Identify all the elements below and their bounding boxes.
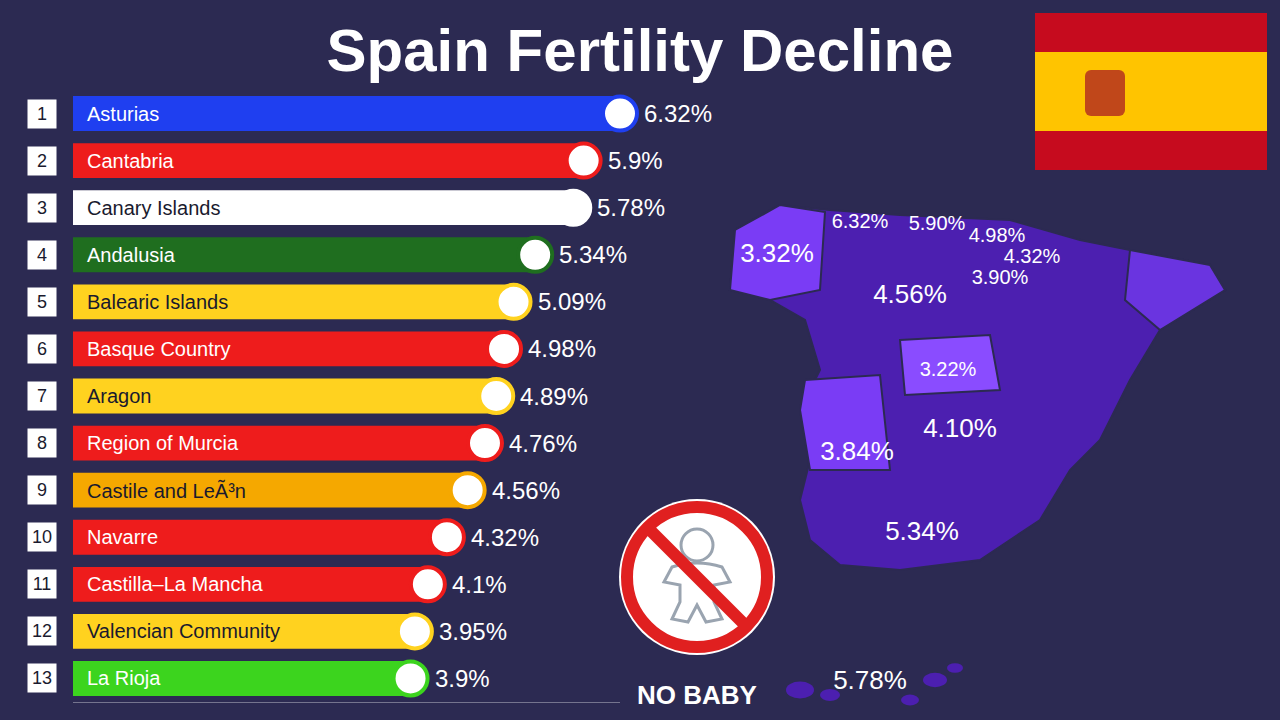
svg-text:NO BABY: NO BABY (637, 680, 757, 710)
svg-text:Canary Islands: Canary Islands (87, 197, 220, 219)
svg-text:4.76%: 4.76% (509, 430, 577, 457)
svg-text:6.32%: 6.32% (644, 100, 712, 127)
svg-text:Navarre: Navarre (87, 526, 158, 548)
svg-text:4.32%: 4.32% (471, 524, 539, 551)
svg-text:5.9%: 5.9% (608, 147, 663, 174)
svg-text:6: 6 (37, 339, 47, 359)
svg-text:Region of Murcia: Region of Murcia (87, 432, 239, 454)
svg-text:3.9%: 3.9% (435, 665, 490, 692)
svg-text:4: 4 (37, 245, 47, 265)
svg-text:Valencian Community: Valencian Community (87, 620, 280, 642)
svg-text:5.09%: 5.09% (538, 288, 606, 315)
svg-text:13: 13 (32, 668, 52, 688)
svg-text:10: 10 (32, 527, 52, 547)
svg-text:6.32%: 6.32% (832, 210, 889, 232)
svg-text:3.84%: 3.84% (820, 436, 894, 466)
svg-text:Basque Country: Basque Country (87, 338, 230, 360)
svg-text:5.34%: 5.34% (885, 516, 959, 546)
svg-text:5.78%: 5.78% (833, 665, 907, 695)
svg-text:5.90%: 5.90% (909, 212, 966, 234)
svg-text:9: 9 (37, 480, 47, 500)
svg-text:Asturias: Asturias (87, 103, 159, 125)
svg-text:11: 11 (33, 574, 52, 594)
svg-text:Castilla–La Mancha: Castilla–La Mancha (87, 573, 264, 595)
svg-text:Spain Fertility Decline: Spain Fertility Decline (327, 17, 954, 84)
svg-text:7: 7 (37, 386, 47, 406)
svg-text:Cantabria: Cantabria (87, 150, 175, 172)
svg-text:3: 3 (37, 198, 47, 218)
svg-text:4.98%: 4.98% (528, 335, 596, 362)
svg-text:4.89%: 4.89% (520, 383, 588, 410)
svg-text:Aragon: Aragon (87, 385, 152, 407)
svg-text:4.98%: 4.98% (969, 224, 1026, 246)
svg-text:12: 12 (32, 621, 52, 641)
svg-text:3.90%: 3.90% (972, 266, 1029, 288)
svg-text:4.32%: 4.32% (1004, 245, 1061, 267)
svg-text:4.1%: 4.1% (452, 571, 507, 598)
svg-text:1: 1 (37, 104, 47, 124)
svg-text:5: 5 (37, 292, 47, 312)
svg-text:Andalusia: Andalusia (87, 244, 176, 266)
svg-text:5.34%: 5.34% (559, 241, 627, 268)
svg-text:2: 2 (37, 151, 47, 171)
svg-text:3.32%: 3.32% (740, 238, 814, 268)
svg-text:La Rioja: La Rioja (87, 667, 161, 689)
svg-text:3.22%: 3.22% (920, 358, 977, 380)
svg-text:4.56%: 4.56% (873, 279, 947, 309)
svg-text:Balearic Islands: Balearic Islands (87, 291, 228, 313)
svg-text:8: 8 (37, 433, 47, 453)
svg-text:5.78%: 5.78% (597, 194, 665, 221)
svg-text:4.10%: 4.10% (923, 413, 997, 443)
svg-text:Castile and LeÃ³n: Castile and LeÃ³n (87, 479, 246, 502)
svg-text:3.95%: 3.95% (439, 618, 507, 645)
svg-text:4.56%: 4.56% (492, 477, 560, 504)
